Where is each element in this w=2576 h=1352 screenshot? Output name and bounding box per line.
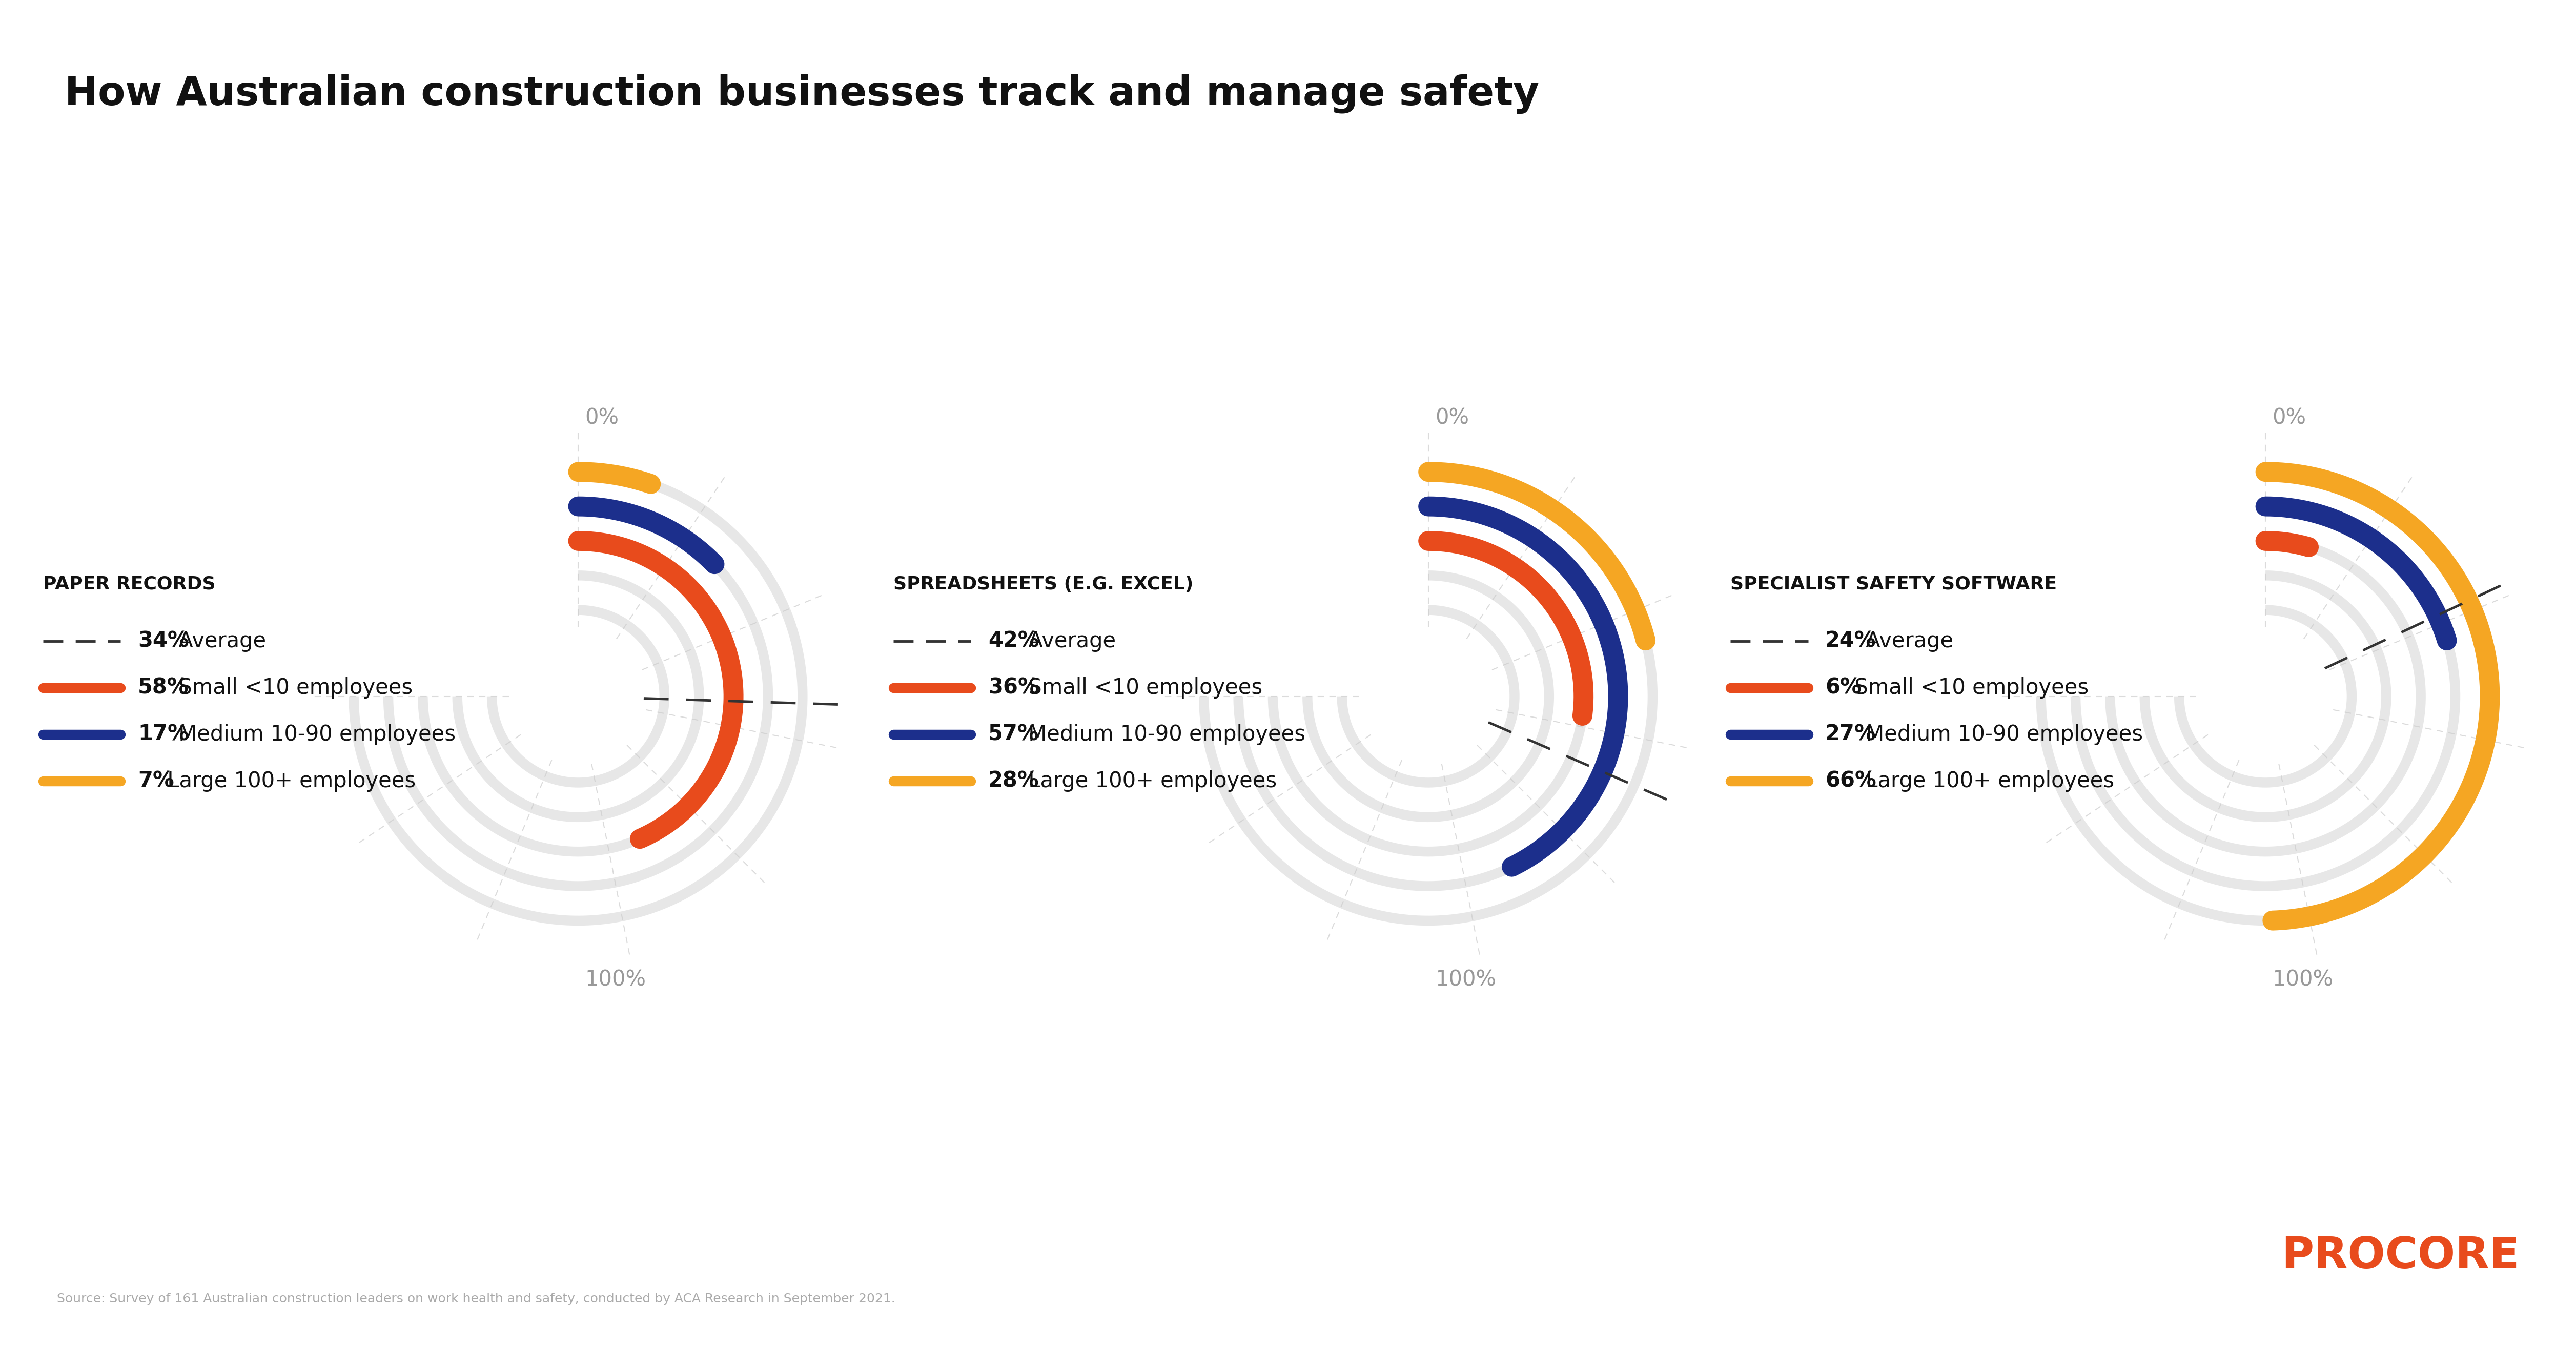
Text: PROCORE: PROCORE [2282, 1236, 2519, 1278]
Text: 0%: 0% [585, 407, 618, 429]
Text: 58%: 58% [139, 677, 188, 699]
Text: 0%: 0% [1435, 407, 1468, 429]
Text: 100%: 100% [1435, 969, 1497, 991]
Text: 0%: 0% [2272, 407, 2306, 429]
Text: Average: Average [173, 630, 265, 652]
Text: Medium 10-90 employees: Medium 10-90 employees [1860, 723, 2143, 745]
Text: 100%: 100% [585, 969, 647, 991]
Text: 27%: 27% [1826, 723, 1875, 745]
Text: 24%: 24% [1826, 630, 1875, 652]
Text: 57%: 57% [989, 723, 1038, 745]
Text: 7%: 7% [139, 771, 175, 792]
Text: Large 100+ employees: Large 100+ employees [1023, 771, 1278, 792]
Text: Small <10 employees: Small <10 employees [173, 677, 412, 699]
Text: Average: Average [1860, 630, 1953, 652]
Text: SPREADSHEETS (E.G. EXCEL): SPREADSHEETS (E.G. EXCEL) [894, 576, 1193, 594]
Text: Large 100+ employees: Large 100+ employees [160, 771, 415, 792]
Text: 42%: 42% [989, 630, 1038, 652]
Text: 34%: 34% [139, 630, 188, 652]
Text: How Australian construction businesses track and manage safety: How Australian construction businesses t… [64, 74, 1538, 114]
Text: Source: Survey of 161 Australian construction leaders on work health and safety,: Source: Survey of 161 Australian constru… [57, 1293, 894, 1305]
Text: Medium 10-90 employees: Medium 10-90 employees [173, 723, 456, 745]
Text: Medium 10-90 employees: Medium 10-90 employees [1023, 723, 1306, 745]
Text: 36%: 36% [989, 677, 1038, 699]
Text: 17%: 17% [139, 723, 188, 745]
Text: Small <10 employees: Small <10 employees [1847, 677, 2089, 699]
Text: Small <10 employees: Small <10 employees [1023, 677, 1262, 699]
Text: 100%: 100% [2272, 969, 2334, 991]
Text: 28%: 28% [989, 771, 1038, 792]
Text: PAPER RECORDS: PAPER RECORDS [44, 576, 216, 594]
Text: 6%: 6% [1826, 677, 1862, 699]
Text: SPECIALIST SAFETY SOFTWARE: SPECIALIST SAFETY SOFTWARE [1731, 576, 2056, 594]
Text: Large 100+ employees: Large 100+ employees [1860, 771, 2115, 792]
Text: 66%: 66% [1826, 771, 1875, 792]
Text: Average: Average [1023, 630, 1115, 652]
